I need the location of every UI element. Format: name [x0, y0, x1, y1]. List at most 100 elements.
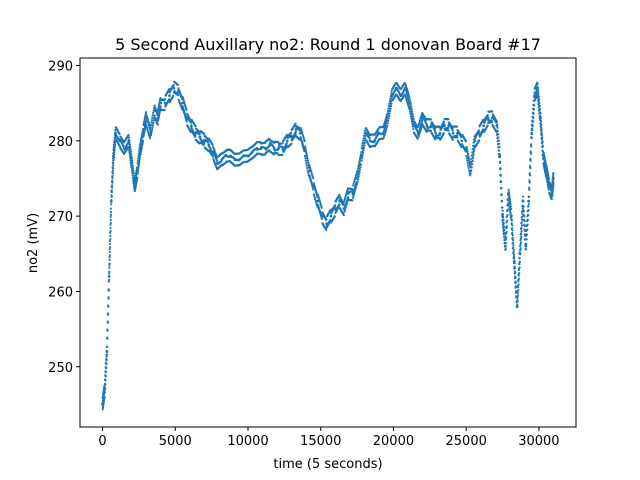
data-point [478, 139, 481, 142]
data-point [529, 167, 532, 170]
data-point [268, 144, 271, 147]
data-point [183, 112, 186, 115]
data-point [512, 250, 515, 253]
data-point [527, 205, 530, 208]
x-axis: 0 5000 10000 15000 20000 25000 30000 [98, 427, 560, 449]
data-point [137, 165, 140, 168]
data-point [134, 186, 137, 189]
data-point [342, 202, 345, 206]
data-point [130, 152, 133, 156]
data-point [135, 178, 139, 181]
data-point [539, 126, 543, 129]
data-point [168, 98, 171, 101]
data-point [358, 170, 361, 174]
data-point [517, 280, 520, 283]
data-point [491, 110, 494, 113]
y-tick-label: 260 [48, 285, 73, 300]
data-point [281, 153, 284, 156]
data-point [368, 137, 371, 140]
data-point [510, 219, 513, 222]
data-point [496, 126, 499, 129]
data-point [277, 140, 280, 144]
data-point [108, 242, 112, 246]
data-point [442, 132, 445, 135]
data-point [108, 270, 111, 273]
data-point [539, 120, 543, 123]
data-point [112, 156, 116, 159]
data-point [504, 247, 507, 250]
data-point [294, 128, 298, 131]
data-point [520, 215, 524, 218]
data-point [382, 131, 385, 134]
data-point [520, 230, 523, 233]
data-point [540, 132, 544, 135]
data-point [107, 274, 111, 278]
data-point [304, 159, 307, 162]
data-point [307, 161, 310, 164]
data-point [355, 184, 358, 187]
data-point [442, 120, 446, 123]
data-point [517, 268, 521, 272]
data-point [105, 366, 108, 370]
data-point [109, 223, 112, 226]
data-point [285, 142, 288, 145]
data-point [522, 210, 526, 213]
data-point [353, 189, 357, 192]
data-point [546, 173, 550, 176]
data-point [320, 217, 324, 220]
data-point [502, 222, 505, 225]
data-point [499, 160, 502, 163]
data-point [307, 171, 310, 174]
data-point [338, 203, 341, 206]
data-point [386, 122, 389, 125]
data-point [105, 362, 108, 366]
data-point [106, 345, 109, 348]
data-point [520, 224, 523, 227]
data-point [108, 278, 111, 281]
data-point [156, 112, 159, 115]
data-point [546, 171, 549, 174]
data-point [540, 134, 543, 137]
data-point [131, 159, 134, 162]
data-point [290, 131, 293, 134]
data-point [361, 151, 365, 155]
data-point [498, 154, 501, 157]
data-point [511, 231, 514, 235]
data-point [333, 215, 336, 218]
data-point [528, 179, 531, 182]
data-point [410, 105, 413, 108]
data-point [105, 353, 109, 356]
data-point [412, 117, 415, 120]
data-point [149, 126, 152, 129]
data-point [129, 145, 132, 149]
data-point [111, 176, 114, 179]
data-point [520, 221, 523, 224]
data-point [137, 167, 140, 171]
data-point [141, 141, 144, 144]
data-point [362, 139, 365, 142]
data-point [523, 215, 526, 218]
data-point [281, 142, 284, 145]
data-point [551, 175, 555, 178]
data-point [384, 124, 387, 127]
data-point [127, 136, 131, 139]
data-point [389, 110, 392, 113]
data-point [176, 83, 179, 86]
data-point [526, 228, 529, 231]
data-point [220, 160, 223, 163]
data-point [547, 176, 550, 179]
data-point [118, 144, 121, 148]
data-point [198, 135, 202, 139]
data-point [172, 84, 175, 87]
data-point [429, 118, 432, 121]
data-point [521, 195, 525, 198]
data-point [511, 233, 514, 237]
data-point [110, 184, 114, 187]
data-point [546, 169, 549, 173]
data-point [306, 169, 309, 172]
data-point [306, 166, 309, 170]
data-point [108, 258, 111, 261]
data-point [354, 186, 357, 189]
data-point [511, 241, 515, 244]
